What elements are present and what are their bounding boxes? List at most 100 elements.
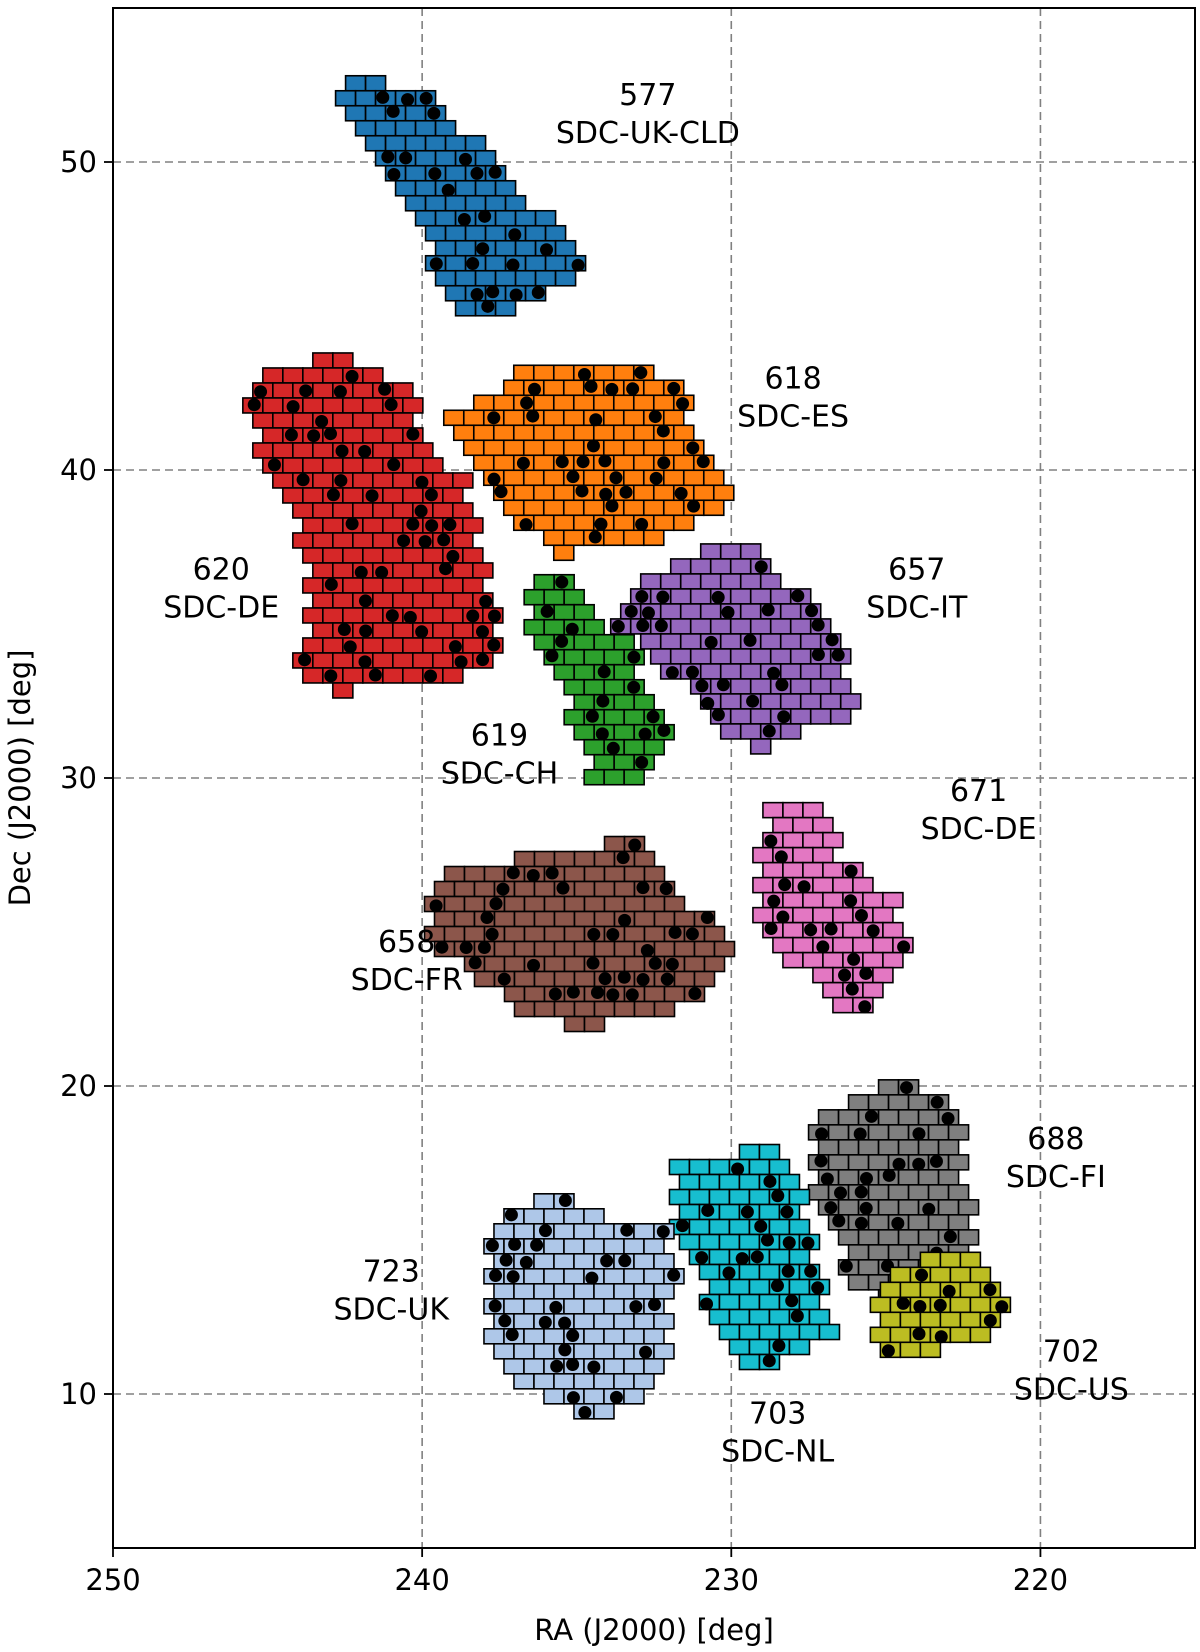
region-620-tile [452,622,474,639]
region-688-tile [867,1244,890,1261]
region-723-marker [639,1345,653,1359]
region-671-site-label: SDC-DE [921,812,1037,847]
region-620-tile [332,352,354,369]
region-723-tile [543,1238,565,1255]
region-688-tile [917,1139,940,1156]
region-618-tile [442,409,465,427]
region-577-tile [444,284,467,302]
region-618-tile [522,499,545,517]
region-703-marker [763,1174,777,1188]
region-657-marker [791,589,805,603]
region-703-marker [675,1219,689,1233]
region-703-tile [778,1173,801,1191]
region-620-marker [466,609,480,623]
region-658-tile [583,1015,606,1033]
region-723-tile [653,1283,675,1300]
region-657-tile [669,618,692,635]
region-658-marker [700,911,714,925]
region-657-tile [729,708,752,725]
region-618-marker [667,381,681,395]
region-657-tile [729,558,752,575]
region-723-tile [533,1283,555,1300]
region-620-tile [402,487,424,504]
region-658-tile [533,910,556,928]
region-577-tile [414,209,437,227]
region-618-marker [520,396,534,410]
region-688-marker [834,1186,848,1200]
region-620-tile [342,577,364,594]
region-577-tile [344,104,367,122]
region-671-tile [802,951,824,969]
region-723-tile [593,1283,615,1300]
region-618-tile [572,514,595,532]
region-658-marker [548,987,562,1001]
region-618-tile [472,394,495,412]
region-618-marker [687,499,701,513]
region-620-tile [272,412,294,429]
region-671-tile [792,906,814,924]
region-619-tile [553,603,575,621]
region-657-tile [789,708,812,725]
region-620-marker [437,533,451,547]
region-723-tile [503,1298,525,1315]
region-703-tile [788,1188,811,1206]
region-620-tile [272,442,294,459]
region-658-tile [673,910,696,928]
region-657-tile [759,693,782,710]
region-577-tile [534,269,557,287]
region-657-tile [719,543,742,560]
region-723-tile [543,1268,565,1285]
region-620-tile [412,652,434,669]
region-658-marker [468,956,482,970]
region-658-tile [613,940,636,958]
region-702-marker [933,1298,947,1312]
region-658-marker [617,970,631,984]
region-702-tile [879,1311,902,1329]
region-688-tile [847,1094,870,1111]
region-657-marker [721,605,735,619]
region-703-marker [754,1219,768,1233]
region-618-tile [682,469,705,487]
region-619-marker [585,709,599,723]
region-703-tile [718,1293,741,1311]
region-620-marker [334,474,348,488]
axis-ticks: 250 240 230 220 10 20 30 40 50 [60,145,1068,1597]
region-577-tile [494,239,517,257]
region-671-marker [859,966,873,980]
region-657-marker [811,618,825,632]
region-618-tile [602,529,625,547]
region-658-tile [653,940,676,958]
region-688-tile [947,1184,970,1201]
region-671-tile [802,891,824,909]
region-658-marker [688,987,702,1001]
region-671-tile [752,846,774,864]
region-577-marker [508,228,522,242]
region-657-tile [719,663,742,680]
region-619-tile [613,693,635,711]
region-688-tile [947,1154,970,1171]
region-723-tile [583,1328,605,1345]
region-657-tile [709,558,732,575]
region-619-marker [540,604,554,618]
region-671-marker [844,864,858,878]
region-658-marker [586,956,600,970]
region-657-tile [659,603,682,620]
region-657-tile [719,723,742,740]
region-688-tile [917,1169,940,1186]
region-619-tile [563,648,585,666]
region-723-tile [593,1223,615,1240]
region-618-tile [542,529,565,547]
region-618-tile [592,364,615,382]
region-619-tile [623,768,645,786]
region-723-tile [493,1223,515,1240]
region-620-marker [487,638,501,652]
region-688-tile [947,1124,970,1141]
region-723-marker [618,1254,632,1268]
region-703-marker [762,1354,776,1368]
region-577-tile [494,299,517,317]
region-620-tile [432,502,454,519]
region-618-tile [552,394,575,412]
region-671-tile [862,951,884,969]
region-618-marker [589,413,603,427]
region-723-marker [656,1225,670,1239]
